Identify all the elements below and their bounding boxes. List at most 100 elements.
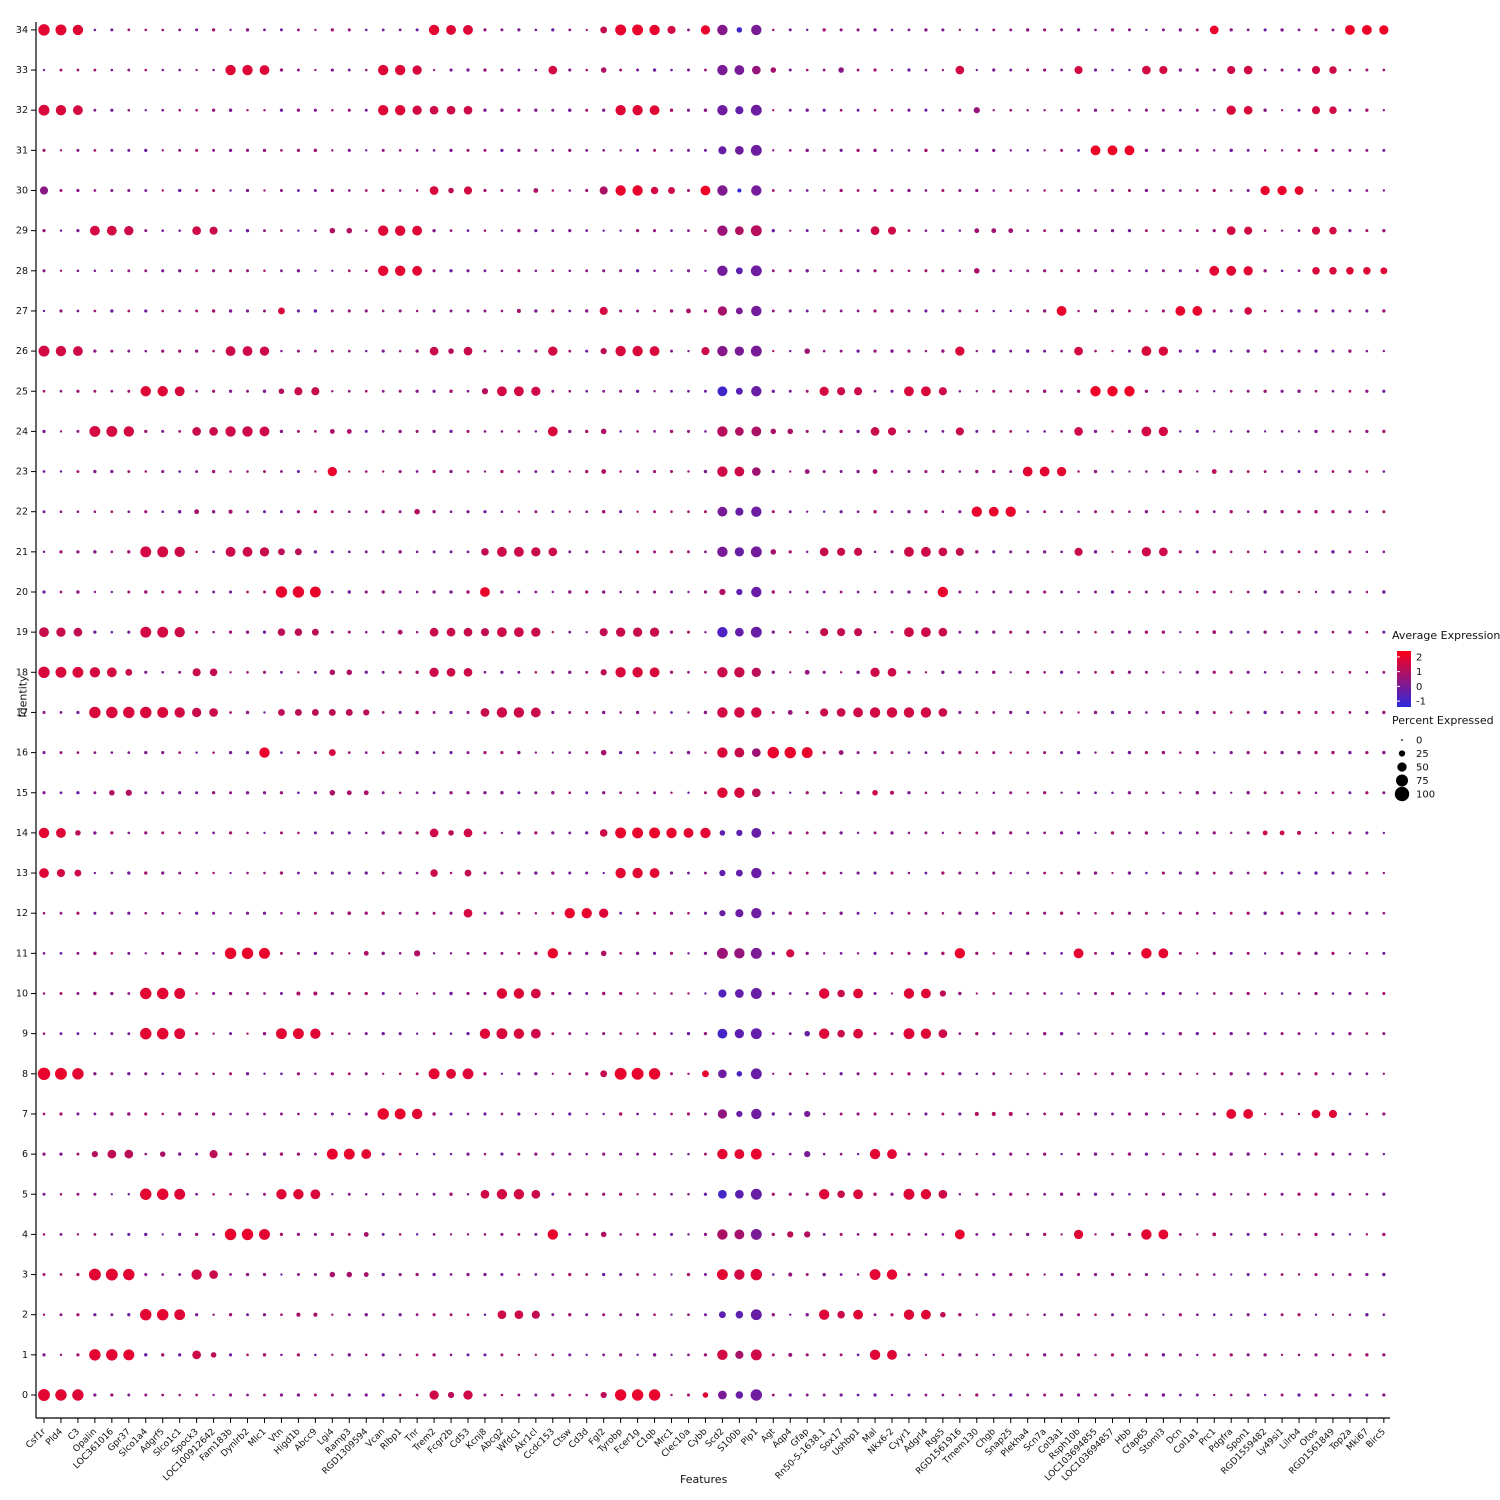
legend-percent-title: Percent Expressed <box>1392 714 1494 727</box>
expression-dot <box>1127 710 1132 715</box>
expression-dot <box>496 1189 508 1200</box>
expression-dot <box>717 1028 728 1039</box>
expression-dot <box>263 871 266 875</box>
expression-dot <box>1331 470 1335 473</box>
expression-dot <box>788 389 792 393</box>
expression-dot <box>161 590 165 594</box>
expression-dot <box>1244 307 1252 315</box>
expression-dot <box>1110 831 1115 835</box>
expression-dot <box>533 188 539 193</box>
expression-dot <box>1297 750 1301 755</box>
expression-dot <box>1110 1313 1114 1317</box>
expression-dot <box>619 951 623 955</box>
expression-dot <box>106 706 118 719</box>
expression-dot <box>1026 992 1030 995</box>
expression-dot <box>1076 750 1081 755</box>
expression-dot <box>704 229 707 232</box>
expression-dot <box>975 188 979 193</box>
expression-dot <box>144 189 148 192</box>
expression-dot <box>398 1152 402 1156</box>
expression-dot <box>432 1233 436 1236</box>
legend-expression-title: Average Expression <box>1392 629 1500 642</box>
expression-dot <box>1009 309 1012 313</box>
expression-dot <box>1196 470 1199 473</box>
expression-dot <box>1158 1229 1169 1240</box>
expression-dot <box>887 667 897 677</box>
expression-dot <box>1195 750 1199 755</box>
expression-dot <box>466 1192 470 1196</box>
expression-dot <box>1196 1072 1199 1075</box>
expression-dot <box>347 590 351 594</box>
expression-dot <box>1365 911 1369 915</box>
expression-dot <box>483 28 487 32</box>
expression-dot <box>192 1350 201 1360</box>
expression-dot <box>1297 309 1301 313</box>
expression-dot <box>804 1150 811 1158</box>
expression-dot <box>822 1152 826 1156</box>
expression-dot <box>736 588 743 596</box>
expression-dot <box>534 671 538 674</box>
expression-dot <box>110 630 114 634</box>
expression-dot <box>686 188 690 193</box>
expression-dot <box>76 1192 80 1196</box>
expression-dot <box>1331 1393 1335 1397</box>
expression-dot <box>364 189 368 192</box>
expression-dot <box>296 751 300 755</box>
expression-dot <box>228 630 233 634</box>
expression-dot <box>805 710 809 715</box>
expression-dot <box>1365 951 1369 955</box>
expression-dot <box>750 1349 762 1361</box>
expression-dot <box>59 711 63 714</box>
expression-dot <box>1212 188 1216 193</box>
expression-dot <box>245 751 250 755</box>
expression-dot <box>500 229 504 232</box>
expression-dot <box>873 28 877 32</box>
expression-dot <box>839 1072 843 1076</box>
expression-dot <box>751 667 761 677</box>
expression-dot <box>890 831 894 835</box>
expression-dot <box>619 991 623 996</box>
expression-dot <box>1297 830 1302 835</box>
y-tick-label: 14 <box>16 828 28 839</box>
expression-dot <box>600 1391 607 1399</box>
expression-dot <box>1009 68 1013 72</box>
expression-dot <box>246 389 249 393</box>
y-tick-label: 10 <box>16 989 28 1000</box>
expression-dot <box>381 1272 385 1277</box>
expression-dot <box>212 952 215 955</box>
expression-dot <box>531 627 541 637</box>
expression-dot <box>93 349 97 353</box>
expression-dot <box>500 189 504 192</box>
expression-dot <box>1382 1152 1386 1156</box>
expression-dot <box>1348 1031 1352 1036</box>
expression-dot <box>614 1389 627 1401</box>
expression-dot <box>398 1353 402 1357</box>
expression-dot <box>1128 1313 1131 1317</box>
expression-dot <box>93 469 97 474</box>
expression-dot <box>717 1349 728 1361</box>
expression-dot <box>228 1152 233 1156</box>
expression-dot <box>178 951 182 955</box>
expression-dot <box>93 1192 97 1196</box>
expression-dot <box>602 1353 606 1357</box>
expression-dot <box>127 550 131 554</box>
expression-dot <box>277 307 285 315</box>
expression-dot <box>195 28 199 32</box>
expression-dot <box>297 791 300 795</box>
expression-dot <box>1026 1152 1030 1156</box>
expression-dot <box>123 706 135 719</box>
expression-dot <box>1060 1152 1063 1156</box>
expression-dot <box>703 389 707 393</box>
expression-dot <box>890 871 894 875</box>
expression-dot <box>59 550 63 554</box>
expression-dot <box>93 1112 97 1116</box>
expression-dot <box>517 670 521 674</box>
expression-dot <box>1229 630 1233 634</box>
expression-dot <box>178 68 182 72</box>
expression-dot <box>938 708 948 717</box>
expression-dot <box>415 1393 419 1397</box>
expression-dot <box>1209 25 1219 35</box>
expression-dot <box>93 68 97 72</box>
expression-dot <box>735 1350 744 1359</box>
expression-dot <box>1043 1393 1047 1397</box>
